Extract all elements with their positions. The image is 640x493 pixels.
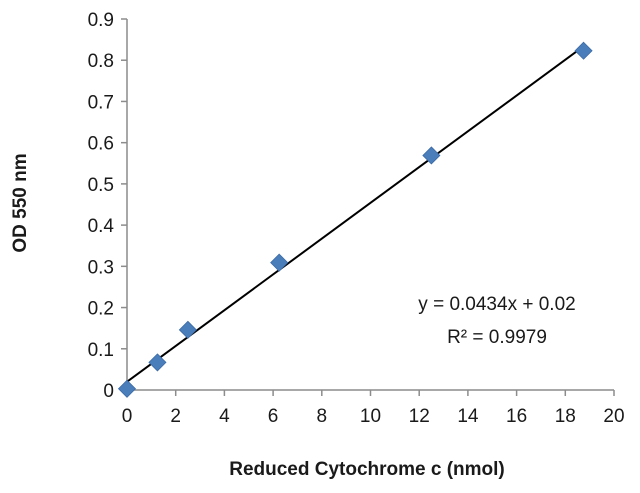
y-tick-label: 0.2 (88, 299, 114, 320)
x-tick-label: 10 (360, 406, 381, 427)
x-tick-labels: 0 2 4 6 8 10 12 14 16 18 20 (122, 406, 625, 427)
data-point (422, 146, 441, 165)
data-point (270, 253, 289, 272)
x-tick-label: 0 (122, 406, 133, 427)
y-tick-label: 0.5 (88, 175, 114, 196)
x-axis-title: Reduced Cytochrome c (nmol) (229, 459, 505, 480)
y-tick-marks (121, 18, 127, 391)
x-tick-label: 4 (219, 406, 230, 427)
y-tick-label: 0.8 (88, 51, 114, 72)
x-tick-marks (126, 390, 615, 396)
data-point (574, 41, 593, 60)
x-tick-label: 20 (603, 406, 624, 427)
trendline-equation: y = 0.0434x + 0.02 (418, 294, 575, 315)
data-point (148, 353, 167, 372)
y-tick-label: 0 (103, 381, 114, 402)
x-tick-label: 14 (457, 406, 479, 427)
y-tick-label: 0.1 (88, 340, 114, 361)
x-tick-label: 18 (555, 406, 576, 427)
y-tick-label: 0.7 (88, 92, 114, 113)
x-tick-label: 6 (268, 406, 279, 427)
x-tick-label: 8 (317, 406, 328, 427)
x-tick-label: 2 (170, 406, 181, 427)
y-axis-title: OD 550 nm (10, 153, 31, 252)
y-tick-label: 0.9 (88, 10, 114, 31)
data-point (178, 320, 197, 339)
x-tick-label: 12 (409, 406, 430, 427)
x-tick-label: 16 (506, 406, 527, 427)
r-squared-label: R² = 0.9979 (447, 327, 547, 348)
y-tick-labels: 0 0.1 0.2 0.3 0.4 0.5 0.6 0.7 0.8 0.9 (88, 10, 115, 402)
data-points (117, 41, 593, 398)
y-tick-label: 0.4 (88, 216, 115, 237)
y-tick-label: 0.3 (88, 257, 114, 278)
data-point (117, 379, 137, 398)
trendline (126, 45, 585, 383)
y-tick-label: 0.6 (88, 134, 114, 155)
